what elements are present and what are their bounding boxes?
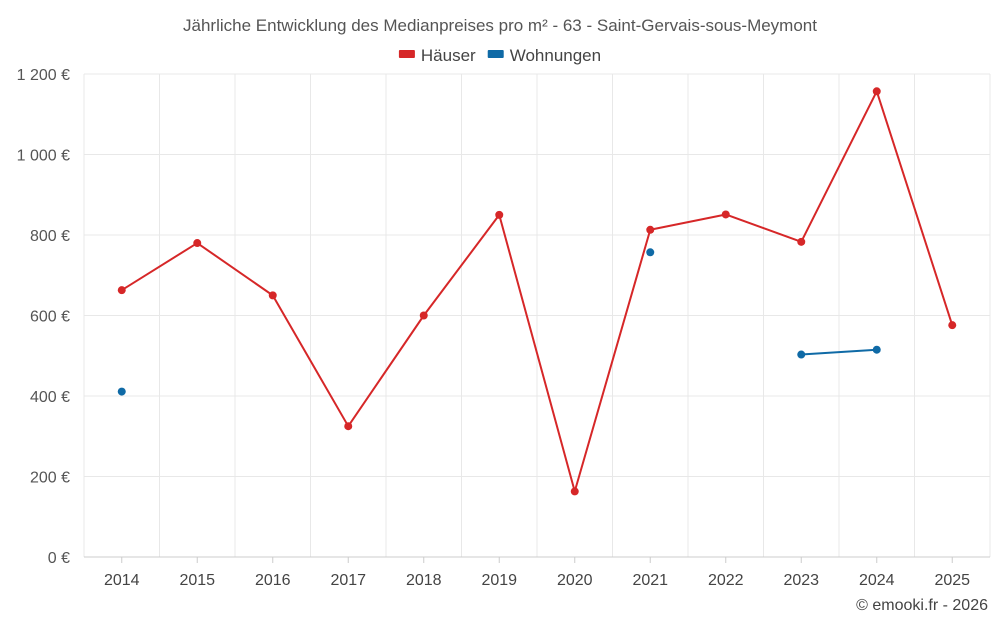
- x-tick-label: 2022: [708, 572, 744, 589]
- x-tick-label: 2023: [783, 572, 819, 589]
- data-point-h-user-2022: [721, 210, 730, 219]
- y-tick-label: 1 000 €: [17, 148, 70, 165]
- legend-label: Häuser: [421, 46, 476, 65]
- x-tick-label: 2024: [859, 572, 895, 589]
- y-tick-label: 600 €: [30, 309, 70, 326]
- y-tick-label: 800 €: [30, 228, 70, 245]
- data-point-h-user-2023: [797, 237, 806, 246]
- x-tick-label: 2017: [330, 572, 366, 589]
- data-point-h-user-2015: [193, 239, 202, 248]
- data-point-h-user-2016: [268, 291, 277, 300]
- data-point-h-user-2018: [419, 311, 428, 320]
- data-point-h-user-2017: [344, 422, 353, 431]
- data-point-h-user-2019: [495, 210, 504, 219]
- x-tick-label: 2016: [255, 572, 291, 589]
- chart-title: Jährliche Entwicklung des Medianpreises …: [183, 16, 817, 35]
- x-tick-label: 2015: [179, 572, 215, 589]
- legend-label: Wohnungen: [510, 46, 601, 65]
- credit-text: © emooki.fr - 2026: [856, 597, 988, 614]
- data-point-h-user-2014: [117, 286, 126, 295]
- series-line-wohnungen: [801, 348, 877, 356]
- y-tick-label: 0 €: [48, 550, 70, 567]
- x-tick-label: 2020: [557, 572, 593, 589]
- y-tick-label: 1 200 €: [17, 67, 70, 84]
- y-tick-label: 200 €: [30, 470, 70, 487]
- y-tick-label: 400 €: [30, 389, 70, 406]
- data-point-h-user-2025: [948, 321, 957, 330]
- series-layer: [117, 87, 957, 496]
- data-point-h-user-2021: [646, 225, 655, 234]
- legend-swatch: [487, 50, 504, 58]
- legend-swatch: [398, 50, 415, 58]
- x-tick-label: 2019: [481, 572, 517, 589]
- data-point-wohnungen-2014: [117, 387, 126, 396]
- data-point-wohnungen-2023: [797, 350, 806, 359]
- data-point-h-user-2020: [570, 487, 579, 496]
- legend: Häuser Wohnungen: [398, 46, 601, 65]
- x-tick-label: 2025: [934, 572, 970, 589]
- data-point-wohnungen-2021: [646, 248, 655, 257]
- axes: 0 € 200 € 400 € 600 € 800 € 1 000 € 1 200 € 201…: [17, 67, 990, 589]
- data-point-h-user-2024: [872, 87, 881, 96]
- x-tick-label: 2014: [104, 572, 140, 589]
- gridlines: [83, 73, 991, 557]
- x-tick-label: 2018: [406, 572, 442, 589]
- legend-item-h-user: Häuser: [398, 46, 476, 65]
- x-tick-label: 2021: [632, 572, 668, 589]
- data-point-wohnungen-2024: [872, 345, 881, 354]
- legend-item-wohnungen: Wohnungen: [487, 46, 601, 65]
- series-line-h-user: [121, 90, 954, 493]
